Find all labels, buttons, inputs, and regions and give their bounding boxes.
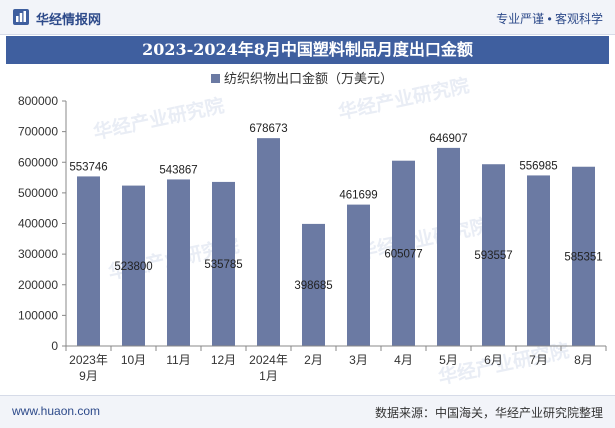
data-label: 398685 <box>294 280 332 292</box>
bar <box>347 204 370 346</box>
x-tick-label-line: 10月 <box>121 353 146 367</box>
y-tick-label: 700000 <box>18 125 58 139</box>
data-label: 678673 <box>249 123 287 135</box>
chart-title: 2023-2024年8月中国塑料制品月度出口金额 <box>142 40 473 59</box>
x-tick-label-line: 6月 <box>484 353 503 367</box>
watermark-text: 华经产业研究院 <box>91 94 226 144</box>
x-tick-label-line: 12月 <box>211 353 236 367</box>
x-tick-label: 8月 <box>574 353 593 367</box>
bar <box>482 164 505 346</box>
y-tick-label: 100000 <box>18 308 58 322</box>
x-tick-label-line: 2024年 <box>249 353 288 367</box>
x-tick-label: 7月 <box>529 353 548 367</box>
x-tick-label: 10月 <box>121 353 146 367</box>
bars <box>77 138 595 346</box>
header-bar: 华经情报网 专业严谨 • 客观科学 <box>0 0 615 35</box>
huajing-logo-icon <box>13 9 29 25</box>
x-tick-label-line: 2023年 <box>69 353 108 367</box>
bar-chart: 华经产业研究院华经产业研究院华经产业研究院华经产业研究院华经产业研究院 纺织织物… <box>18 71 607 389</box>
bar <box>437 147 460 346</box>
tagline: 专业严谨 • 客观科学 <box>496 12 603 26</box>
data-label: 556985 <box>519 160 557 172</box>
bar <box>212 181 235 346</box>
x-tick-label-line: 8月 <box>574 353 593 367</box>
y-tick-label: 0 <box>51 339 58 353</box>
x-tick-label: 12月 <box>211 353 236 367</box>
x-tick-label-line: 4月 <box>394 353 413 367</box>
y-tick-label: 200000 <box>18 278 58 292</box>
x-tick-label: 6月 <box>484 353 503 367</box>
x-tick-label-line: 5月 <box>439 353 458 367</box>
x-tick-label-line: 7月 <box>529 353 548 367</box>
x-tick-label-line: 11月 <box>166 353 190 367</box>
bar <box>167 179 190 346</box>
watermark-text: 华经产业研究院 <box>356 214 491 264</box>
data-label: 646907 <box>429 133 467 145</box>
bar <box>122 185 145 346</box>
legend: 纺织织物出口金额（万美元） <box>211 71 393 86</box>
y-tick-label: 600000 <box>18 155 58 169</box>
data-label: 461699 <box>339 190 377 202</box>
data-label: 535785 <box>204 259 242 271</box>
x-tick-label-line: 1月 <box>259 369 278 383</box>
x-tick-label-line: 3月 <box>349 353 368 367</box>
data-label: 543867 <box>159 164 197 176</box>
legend-label: 纺织织物出口金额（万美元） <box>224 71 393 86</box>
x-tick-label: 11月 <box>166 353 190 367</box>
x-tick-label: 4月 <box>394 353 413 367</box>
bar <box>392 160 415 346</box>
bar <box>302 223 325 346</box>
data-label: 605077 <box>384 248 422 260</box>
x-axis: 2023年 9月 10月 11月 12月 2024年 1月 2月 3月 4月 5月 6月 7月 8月 <box>65 345 607 383</box>
x-tick-label: 3月 <box>349 353 368 367</box>
y-tick-label: 400000 <box>18 217 58 231</box>
bar <box>527 175 550 346</box>
y-tick-label: 800000 <box>18 94 58 108</box>
bar <box>572 166 595 346</box>
data-label: 523800 <box>114 261 152 273</box>
x-tick-label-line: 9月 <box>79 369 98 383</box>
footer-bar: www.huaon.com 数据来源：中国海关，华经产业研究院整理 <box>0 395 615 428</box>
y-tick-label: 500000 <box>18 186 58 200</box>
data-labels: 553746 523800 543867 535785 678673 398685 4616… <box>69 123 602 292</box>
brand-name: 华经情报网 <box>36 12 102 27</box>
title-bar: 2023-2024年8月中国塑料制品月度出口金额 <box>6 36 609 64</box>
x-tick-label-line: 2月 <box>304 353 323 367</box>
x-tick-label: 2024年 1月 <box>249 353 288 383</box>
y-tick-label: 300000 <box>18 247 58 261</box>
x-tick-label: 5月 <box>439 353 458 367</box>
x-tick-label: 2023年 9月 <box>69 353 108 383</box>
data-label: 553746 <box>69 161 107 173</box>
data-label: 593557 <box>474 250 512 262</box>
y-axis: 0 100000 200000 300000 400000 500000 600000 700… <box>18 94 67 353</box>
bar <box>77 176 100 346</box>
bar <box>257 138 280 346</box>
data-label: 585351 <box>564 251 602 263</box>
x-tick-label: 2月 <box>304 353 323 367</box>
site-url: www.huaon.com <box>12 404 101 418</box>
legend-swatch <box>211 74 220 83</box>
data-source: 数据来源：中国海关，华经产业研究院整理 <box>374 406 603 420</box>
